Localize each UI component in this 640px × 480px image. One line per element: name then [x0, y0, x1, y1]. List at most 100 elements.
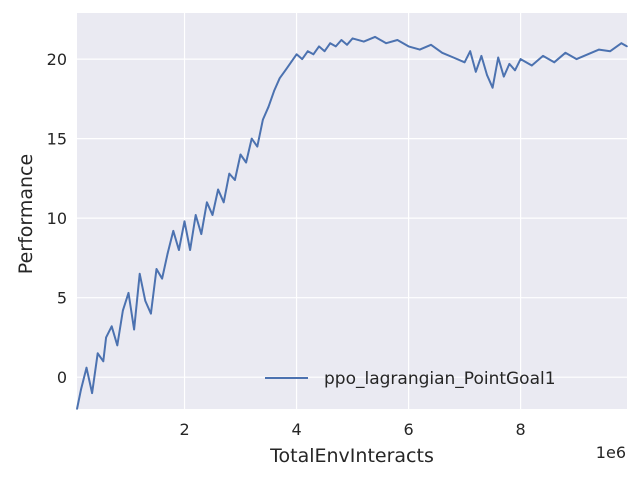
data-point — [474, 71, 477, 73]
data-point — [166, 252, 169, 254]
data-point — [194, 214, 197, 216]
data-point — [228, 172, 231, 175]
grid — [77, 13, 627, 409]
data-point — [161, 277, 163, 280]
data-point — [290, 61, 292, 64]
data-point — [155, 268, 158, 270]
data-point — [267, 106, 270, 108]
data-point — [502, 75, 505, 78]
data-point — [609, 50, 611, 52]
data-point — [497, 56, 499, 59]
data-point — [508, 63, 511, 65]
data-point — [189, 249, 191, 251]
data-point — [127, 292, 130, 294]
x-offset-label: 1e6 — [596, 443, 626, 462]
series-layer — [76, 35, 628, 410]
x-tick-label: 8 — [515, 420, 525, 439]
data-point — [329, 42, 331, 45]
data-point — [418, 48, 421, 51]
y-tick-label: 5 — [57, 289, 67, 308]
data-point — [183, 220, 186, 223]
data-point — [206, 201, 208, 204]
x-tick-label: 4 — [291, 420, 301, 439]
data-point — [91, 392, 93, 394]
data-point — [553, 61, 555, 64]
x-axis-label: TotalEnvInteracts — [269, 445, 434, 467]
plot-background — [77, 13, 627, 409]
data-point — [200, 233, 203, 235]
data-point — [217, 188, 219, 191]
data-point — [110, 325, 113, 328]
data-point — [385, 42, 387, 45]
data-point — [102, 360, 105, 363]
data-point — [250, 137, 253, 140]
data-point — [586, 53, 589, 56]
data-point — [256, 145, 259, 148]
data-point — [234, 179, 236, 181]
data-point — [312, 53, 315, 56]
data-point — [138, 273, 141, 275]
legend-label: ppo_lagrangian_PointGoal1 — [324, 369, 556, 389]
data-point — [340, 39, 343, 41]
data-point — [222, 201, 225, 204]
data-point — [301, 58, 303, 60]
data-point — [351, 37, 354, 40]
data-point — [245, 161, 247, 164]
data-point — [480, 55, 483, 57]
data-point — [295, 53, 298, 56]
data-point — [76, 408, 78, 410]
data-point — [239, 153, 242, 156]
data-point — [469, 50, 471, 52]
data-point — [491, 86, 494, 89]
y-tick-label: 10 — [47, 209, 67, 228]
data-point — [306, 50, 309, 52]
data-point — [116, 344, 119, 347]
data-point — [542, 55, 544, 57]
data-point — [85, 366, 88, 369]
data-point — [323, 50, 326, 52]
data-point — [575, 58, 578, 60]
data-point — [514, 69, 516, 72]
data-point — [278, 77, 281, 80]
y-tick-label: 15 — [47, 130, 67, 149]
data-point — [80, 389, 82, 391]
data-point — [519, 58, 522, 60]
data-point — [262, 118, 264, 121]
data-point — [396, 39, 399, 41]
data-point — [486, 74, 488, 76]
data-point — [620, 42, 623, 45]
x-tick-label: 2 — [179, 420, 189, 439]
data-point — [430, 44, 432, 46]
data-point — [273, 90, 275, 92]
data-point — [346, 44, 348, 46]
data-point — [530, 64, 533, 67]
data-point — [374, 36, 376, 38]
x-tick-label: 6 — [403, 420, 413, 439]
data-point — [463, 61, 466, 64]
data-point — [407, 45, 410, 48]
data-point — [284, 69, 287, 72]
data-point — [105, 336, 107, 339]
data-point — [122, 309, 124, 312]
data-point — [211, 214, 214, 216]
data-point — [362, 40, 365, 43]
data-point — [133, 328, 135, 331]
data-point — [334, 45, 337, 48]
data-point — [318, 45, 320, 48]
data-point — [598, 48, 600, 51]
data-point — [178, 249, 180, 251]
y-tick-label: 0 — [57, 368, 67, 387]
data-point — [172, 230, 175, 232]
data-point — [452, 56, 455, 59]
y-tick-label: 20 — [47, 50, 67, 69]
data-point — [626, 45, 628, 48]
data-point — [150, 312, 152, 315]
data-point — [96, 352, 99, 355]
tick-labels: 2 4 6 8 0 5 10 15 20 — [47, 50, 526, 439]
legend: ppo_lagrangian_PointGoal1 — [265, 369, 556, 389]
data-point — [564, 51, 567, 54]
data-point — [144, 300, 147, 302]
y-axis-label: Performance — [15, 154, 37, 274]
data-point — [441, 51, 443, 54]
